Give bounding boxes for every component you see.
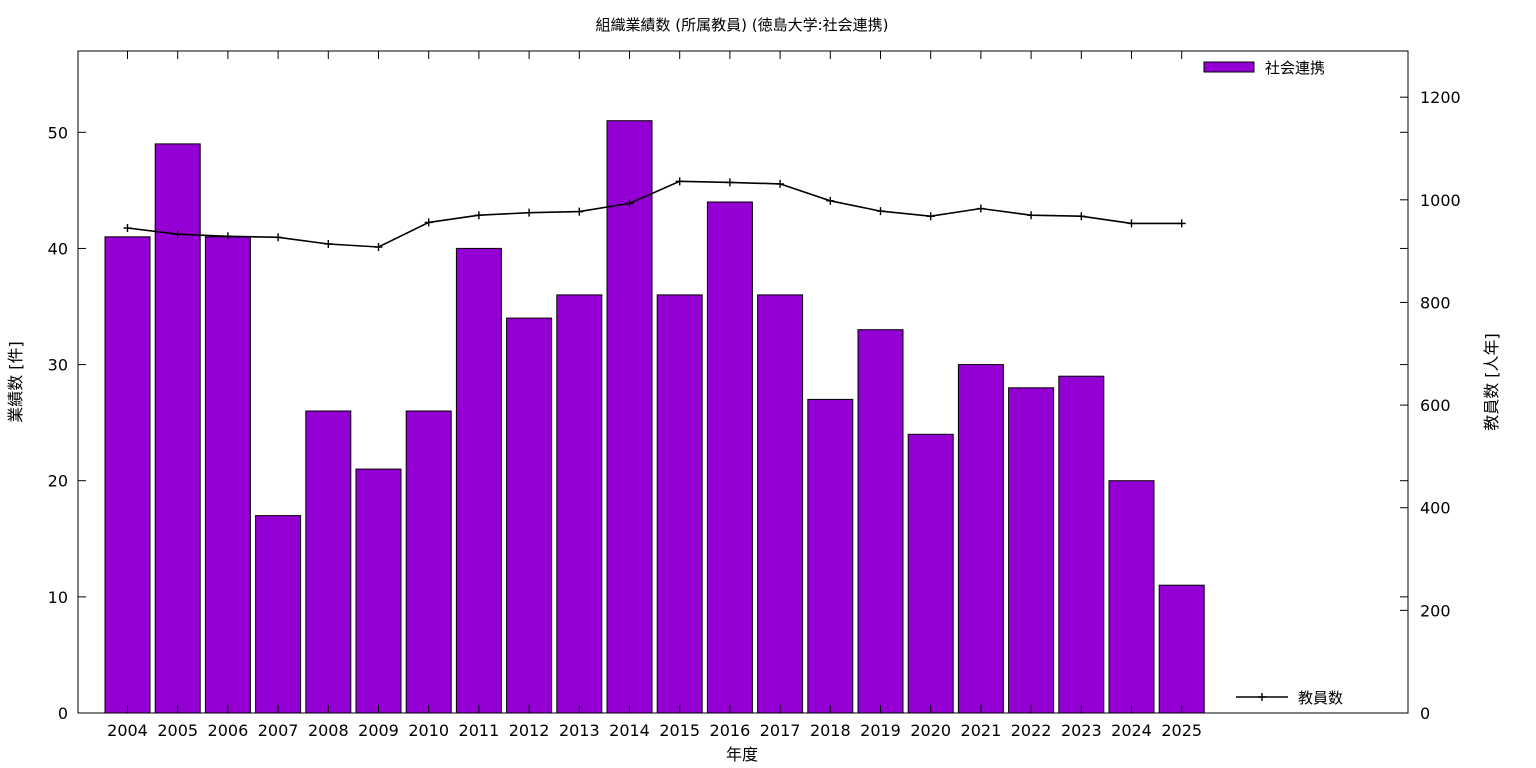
x-tick-label-2008: 2008 bbox=[308, 721, 349, 740]
bar-2017 bbox=[757, 294, 804, 714]
y2-tick-label: 1000 bbox=[1420, 191, 1461, 210]
x-tick-label-2004: 2004 bbox=[107, 721, 148, 740]
line-point-2020 bbox=[926, 212, 935, 221]
x-tick-label-2020: 2020 bbox=[910, 721, 951, 740]
y-tick-label: 20 bbox=[48, 472, 68, 491]
bar-2015 bbox=[656, 294, 703, 714]
x-tick-label-2017: 2017 bbox=[760, 721, 801, 740]
x-tick-label-2024: 2024 bbox=[1111, 721, 1152, 740]
series-line-教員数 bbox=[127, 180, 1182, 248]
line-point-2009 bbox=[374, 243, 383, 252]
x-tick-label-2022: 2022 bbox=[1011, 721, 1052, 740]
y-tick-label: 0 bbox=[58, 704, 68, 723]
bar-2004 bbox=[104, 236, 151, 714]
bar-2023 bbox=[1058, 375, 1105, 714]
bar-2014 bbox=[606, 120, 653, 714]
legend-swatch-marker bbox=[1258, 693, 1266, 701]
x-tick-label-2006: 2006 bbox=[208, 721, 249, 740]
bar-2013 bbox=[556, 294, 603, 714]
y2-tick-label: 0 bbox=[1420, 704, 1430, 723]
line-point-2007 bbox=[274, 233, 283, 242]
bar-2012 bbox=[506, 317, 553, 714]
x-tick-label-2023: 2023 bbox=[1061, 721, 1102, 740]
x-tick-label-2018: 2018 bbox=[810, 721, 851, 740]
bar-2024 bbox=[1108, 480, 1155, 714]
line-point-2014 bbox=[625, 199, 634, 208]
legend-label-line: 教員数 bbox=[1298, 689, 1343, 707]
bar-2016 bbox=[706, 201, 753, 714]
line-point-2011 bbox=[474, 211, 483, 220]
line-point-2016 bbox=[725, 178, 734, 187]
line-point-2012 bbox=[525, 208, 534, 217]
line-point-2010 bbox=[424, 218, 433, 227]
x-tick-label-2005: 2005 bbox=[157, 721, 198, 740]
x-tick-label-2013: 2013 bbox=[559, 721, 600, 740]
bar-2007 bbox=[255, 515, 302, 714]
line-point-2022 bbox=[1027, 211, 1036, 220]
line-point-2013 bbox=[575, 207, 584, 216]
bar-2020 bbox=[907, 433, 954, 714]
x-tick-label-2021: 2021 bbox=[961, 721, 1002, 740]
line-point-2018 bbox=[826, 196, 835, 205]
y-tick-label: 10 bbox=[48, 588, 68, 607]
bar-2008 bbox=[305, 410, 352, 714]
line-point-2021 bbox=[976, 204, 985, 213]
line-point-2006 bbox=[223, 232, 232, 241]
bar-2018 bbox=[807, 398, 854, 714]
x-tick-label-2019: 2019 bbox=[860, 721, 901, 740]
x-tick-label-2015: 2015 bbox=[659, 721, 700, 740]
line-point-2005 bbox=[173, 230, 182, 239]
y2-tick-label: 800 bbox=[1420, 293, 1451, 312]
x-tick-label-2007: 2007 bbox=[258, 721, 299, 740]
line-point-2024 bbox=[1127, 219, 1136, 228]
bar-2019 bbox=[857, 329, 904, 714]
bar-2011 bbox=[455, 247, 502, 714]
y2-tick-label: 1200 bbox=[1420, 88, 1461, 107]
y-tick-label: 50 bbox=[48, 123, 68, 142]
line-point-2008 bbox=[324, 239, 333, 248]
x-tick-label-2011: 2011 bbox=[459, 721, 500, 740]
y2-tick-label: 200 bbox=[1420, 601, 1451, 620]
y2-tick-label: 600 bbox=[1420, 396, 1451, 415]
x-tick-label-2010: 2010 bbox=[408, 721, 449, 740]
y-axis-label: 業績数 [件] bbox=[6, 341, 25, 423]
line-point-2017 bbox=[776, 179, 785, 188]
bar-2010 bbox=[405, 410, 452, 714]
bar-2005 bbox=[154, 143, 201, 714]
legend-label-bars: 社会連携 bbox=[1265, 59, 1325, 77]
legend-swatch-bars bbox=[1203, 61, 1255, 73]
y-tick-label: 40 bbox=[48, 239, 68, 258]
bar-2021 bbox=[957, 364, 1004, 714]
bar-2006 bbox=[204, 236, 251, 714]
line-point-2019 bbox=[876, 207, 885, 216]
y-tick-label: 30 bbox=[48, 356, 68, 375]
x-tick-label-2025: 2025 bbox=[1161, 721, 1202, 740]
x-tick-label-2012: 2012 bbox=[509, 721, 550, 740]
line-point-2023 bbox=[1077, 212, 1086, 221]
plot-area: 0 10 20 30 40 50 0 200 400 600 800 1000 1200 2004 2005… bbox=[48, 50, 1461, 740]
plot-frame bbox=[77, 50, 1409, 714]
line-point-2025 bbox=[1177, 219, 1186, 228]
bar-2025 bbox=[1158, 584, 1205, 714]
x-tick-label-2016: 2016 bbox=[710, 721, 751, 740]
y2-tick-label: 400 bbox=[1420, 499, 1451, 518]
bar-2009 bbox=[355, 468, 402, 714]
x-axis-label: 年度 bbox=[726, 745, 758, 764]
x-tick-label-2009: 2009 bbox=[358, 721, 399, 740]
x-tick-label-2014: 2014 bbox=[609, 721, 650, 740]
y2-axis-label: 教員数 [人年] bbox=[1482, 333, 1501, 431]
chart-title: 組織業績数 (所属教員) (徳島大学:社会連携) bbox=[596, 16, 889, 34]
line-point-2015 bbox=[675, 177, 684, 186]
line-point-2004 bbox=[123, 224, 132, 233]
bar-2022 bbox=[1008, 387, 1055, 714]
